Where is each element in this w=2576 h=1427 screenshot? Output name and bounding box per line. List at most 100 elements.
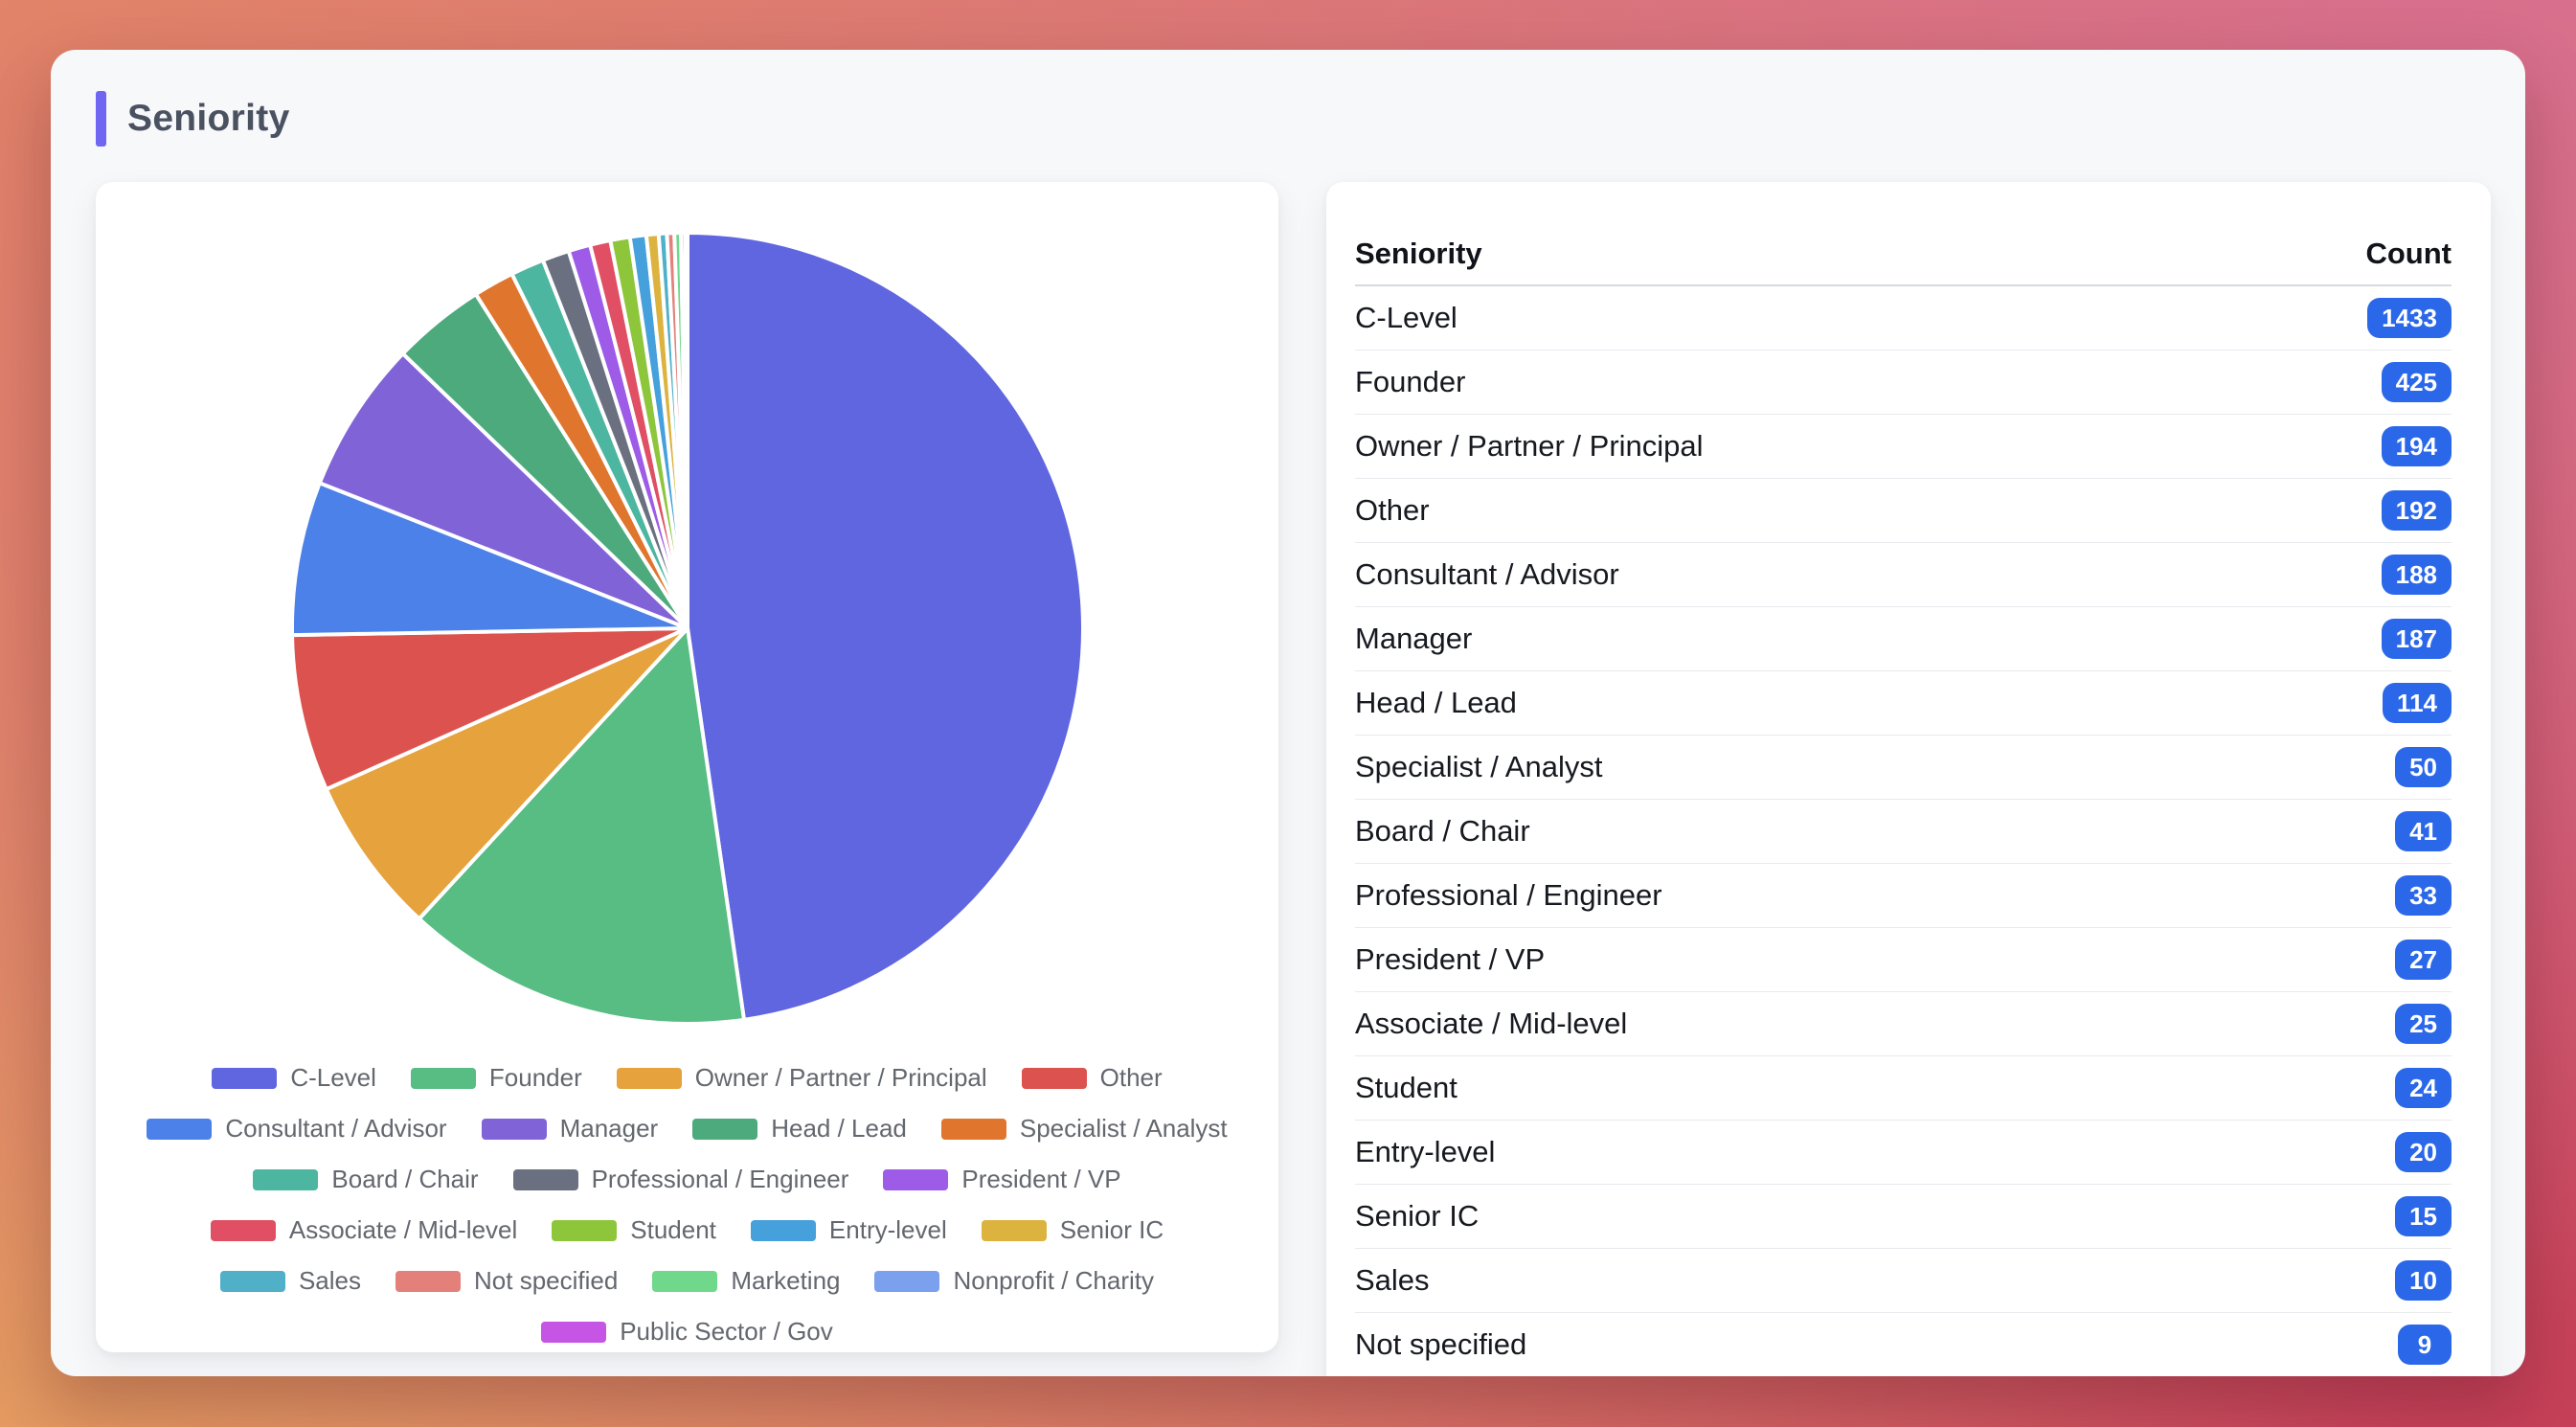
row-label: Entry-level [1355,1135,1496,1168]
row-label: Owner / Partner / Principal [1355,429,1704,463]
legend-row: Sales Not specified Marketing Nonprofit / C… [96,1266,1278,1296]
table-row: Founder 425 [1355,351,2452,415]
table-row: Head / Lead 114 [1355,671,2452,736]
legend-swatch [692,1118,758,1140]
legend-row: Public Sector / Gov [96,1317,1278,1347]
legend-swatch [883,1168,949,1190]
row-label: Other [1355,493,1430,527]
dashboard-panel: Seniority C-Level Founder Owner / Partner … [51,50,2525,1376]
legend-swatch [253,1168,319,1190]
legend-swatch [750,1219,816,1241]
row-label: Specialist / Analyst [1355,750,1603,783]
row-label: Founder [1355,365,1466,398]
legend-label: C-Level [290,1063,376,1092]
legend-item[interactable]: Nonprofit / Charity [874,1266,1154,1296]
legend-swatch [512,1168,578,1190]
pie-slice-c-level[interactable] [685,230,1085,1022]
table-header: Seniority Count [1355,182,2452,286]
row-label: Associate / Mid-level [1355,1007,1628,1040]
pie-slice-other[interactable] [289,626,689,792]
legend-swatch [210,1219,276,1241]
row-label: Student [1355,1071,1457,1104]
legend-item[interactable]: Professional / Engineer [512,1165,849,1194]
table-row: Owner / Partner / Principal 194 [1355,415,2452,479]
table-header-label: Seniority [1355,237,1482,270]
legend-label: Founder [488,1063,582,1092]
legend-item[interactable]: Owner / Partner / Principal [616,1063,987,1093]
legend-swatch [874,1270,940,1292]
pie-slice-founder[interactable] [417,626,746,1026]
table-row: Senior IC 15 [1355,1185,2452,1249]
count-badge: 1433 [2367,298,2452,338]
legend-label: Owner / Partner / Principal [694,1063,987,1092]
legend-item[interactable]: Marketing [652,1266,840,1296]
legend-item[interactable]: Founder [410,1063,582,1093]
legend-item[interactable]: Not specified [395,1266,618,1296]
legend-label: Student [630,1215,716,1244]
count-badge: 33 [2395,875,2452,916]
legend-label: Not specified [474,1266,619,1295]
legend-swatch [395,1270,462,1292]
row-label: Board / Chair [1355,814,1530,848]
pie-chart [289,230,1085,1026]
table-row: Sales 10 [1355,1249,2452,1313]
row-label: Manager [1355,622,1473,655]
table-row: Professional / Engineer 33 [1355,864,2452,928]
legend-item[interactable]: Other [1021,1063,1163,1093]
legend-item[interactable]: Public Sector / Gov [541,1317,833,1347]
legend-label: Sales [298,1266,362,1295]
count-badge: 25 [2395,1004,2452,1044]
legend-swatch [541,1321,607,1343]
pie-slice-owner-partner-principal[interactable] [324,626,689,921]
legend-swatch [652,1270,718,1292]
table-row: Associate / Mid-level 25 [1355,992,2452,1056]
count-badge: 27 [2395,940,2452,980]
legend-label: Associate / Mid-level [288,1215,518,1244]
row-label: President / VP [1355,942,1546,976]
legend-swatch [940,1118,1006,1140]
legend-item[interactable]: Consultant / Advisor [147,1114,447,1144]
legend-label: President / VP [961,1165,1121,1193]
legend-label: Entry-level [828,1215,947,1244]
table-row: C-Level 1433 [1355,286,2452,351]
table-row: Entry-level 20 [1355,1121,2452,1185]
pie-wrap [96,228,1278,1029]
legend-label: Other [1099,1063,1163,1092]
row-label: Sales [1355,1263,1430,1297]
table-row: Board / Chair 41 [1355,800,2452,864]
legend-item[interactable]: Board / Chair [253,1165,479,1194]
table-body: C-Level 1433 Founder 425 Owner / Partner / P… [1355,286,2452,1376]
pie-slice-public-sector-gov[interactable] [682,230,689,630]
legend-row: C-Level Founder Owner / Partner / Principa… [96,1063,1278,1093]
count-badge: 188 [2381,555,2452,595]
table-row: President / VP 27 [1355,928,2452,992]
pie-slice-manager[interactable] [317,351,689,630]
page-title: Seniority [127,98,290,139]
table-row: Not specified 9 [1355,1313,2452,1376]
legend-swatch [147,1118,213,1140]
legend-label: Manager [559,1114,659,1143]
legend-item[interactable]: C-Level [212,1063,376,1093]
row-label: Professional / Engineer [1355,878,1662,912]
legend-swatch [481,1118,547,1140]
legend-item[interactable]: Senior IC [981,1215,1164,1245]
legend-item[interactable]: Entry-level [750,1215,947,1245]
legend-swatch [212,1067,278,1089]
legend-swatch [552,1219,618,1241]
count-badge: 24 [2395,1068,2452,1108]
row-label: Senior IC [1355,1199,1480,1233]
legend-item[interactable]: Sales [219,1266,362,1296]
legend-row: Board / Chair Professional / Engineer Pres… [96,1165,1278,1194]
count-badge: 114 [2383,683,2452,723]
count-badge: 10 [2395,1260,2452,1301]
legend-item[interactable]: Associate / Mid-level [210,1215,518,1245]
legend-item[interactable]: Head / Lead [692,1114,907,1144]
legend-item[interactable]: Specialist / Analyst [940,1114,1228,1144]
legend-item[interactable]: Manager [481,1114,659,1144]
legend-label: Professional / Engineer [591,1165,849,1193]
pie-slice-consultant-advisor[interactable] [289,481,689,638]
legend-item[interactable]: Student [552,1215,716,1245]
legend-item[interactable]: President / VP [883,1165,1121,1194]
legend-row: Associate / Mid-level Student Entry-level S… [96,1215,1278,1245]
count-badge: 194 [2381,426,2452,466]
